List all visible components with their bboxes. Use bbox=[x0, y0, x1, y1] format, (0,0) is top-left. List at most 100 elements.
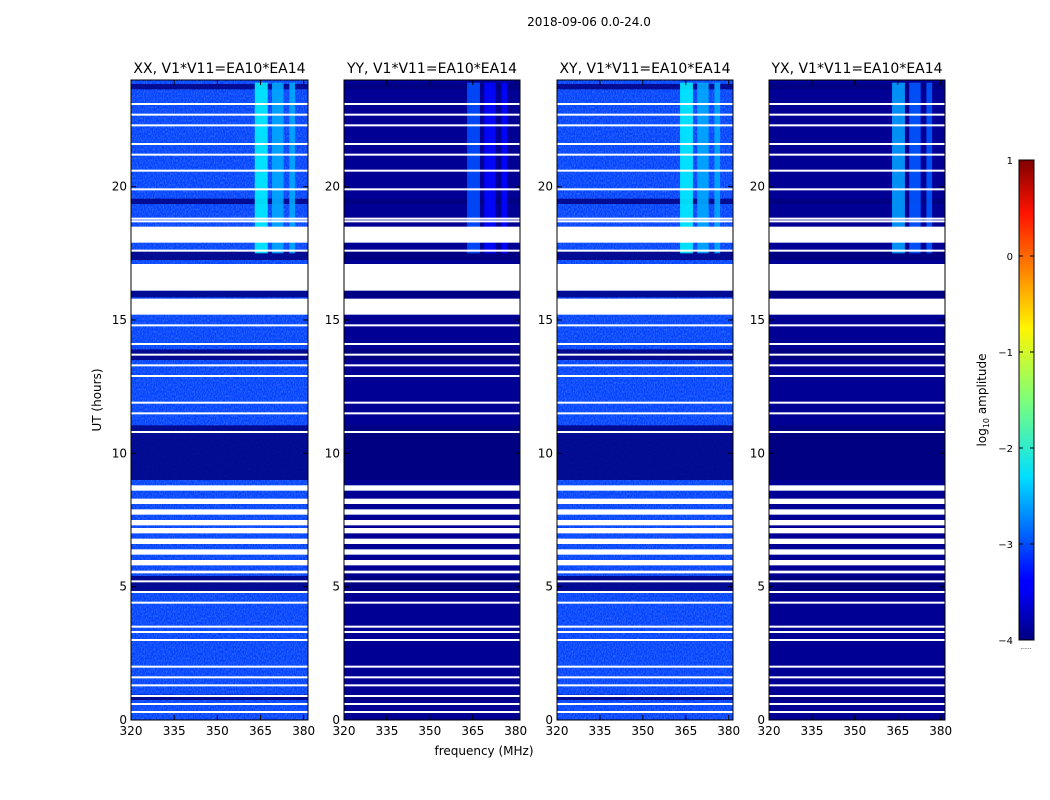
x-tick-label: 350 bbox=[843, 724, 866, 738]
low-amplitude-band bbox=[557, 576, 733, 592]
flagged-line bbox=[557, 375, 733, 377]
flagged-line bbox=[557, 143, 733, 145]
flagged-block bbox=[769, 520, 945, 526]
flagged-block bbox=[557, 498, 733, 504]
flagged-line bbox=[344, 431, 520, 433]
flagged-block bbox=[557, 509, 733, 515]
flagged-line bbox=[769, 124, 945, 127]
flagged-line bbox=[557, 601, 733, 604]
low-amplitude-band bbox=[344, 84, 520, 90]
flagged-line bbox=[557, 188, 733, 191]
low-amplitude-band bbox=[131, 425, 308, 480]
x-tick-label: 380 bbox=[504, 724, 527, 738]
flagged-line bbox=[769, 153, 945, 156]
flagged-line bbox=[131, 188, 308, 191]
y-tick-label: 5 bbox=[332, 580, 340, 594]
flagged-line bbox=[131, 580, 308, 583]
panel-yy: YY, V1*V11=EA10*EA14 320 335 350 365 380 0 5 10… bbox=[325, 61, 527, 738]
flagged-line bbox=[769, 220, 945, 223]
x-tick-label: 320 bbox=[333, 724, 356, 738]
flagged-line bbox=[344, 684, 520, 687]
flagged-line bbox=[131, 249, 308, 252]
heatmap-area bbox=[344, 80, 520, 720]
flagged-line bbox=[344, 695, 520, 697]
colorbar-tick-label: −1 bbox=[998, 348, 1013, 359]
flagged-block bbox=[344, 560, 520, 566]
flagged-line bbox=[131, 401, 308, 404]
flagged-block bbox=[769, 538, 945, 544]
flagged-block bbox=[344, 498, 520, 504]
x-axis-label: frequency (MHz) bbox=[434, 744, 533, 758]
x-tick-label: 335 bbox=[375, 724, 398, 738]
flagged-line bbox=[131, 303, 308, 305]
low-amplitude-band bbox=[769, 425, 945, 480]
low-amplitude-band bbox=[344, 425, 520, 480]
low-amplitude-band bbox=[131, 250, 308, 260]
flagged-line bbox=[557, 343, 733, 345]
x-tick-label: 365 bbox=[249, 724, 272, 738]
flagged-block bbox=[557, 226, 733, 243]
flagged-line bbox=[557, 324, 733, 327]
flagged-line bbox=[131, 113, 308, 116]
y-tick-label: 20 bbox=[538, 180, 553, 194]
flagged-block bbox=[557, 485, 733, 491]
y-tick-label: 10 bbox=[112, 446, 127, 460]
low-amplitude-band bbox=[131, 694, 308, 700]
y-tick-label: 20 bbox=[325, 180, 340, 194]
y-tick-label: 10 bbox=[538, 446, 553, 460]
flagged-block bbox=[557, 560, 733, 566]
low-amplitude-band bbox=[769, 290, 945, 298]
low-amplitude-band bbox=[769, 198, 945, 204]
x-tick-label: 335 bbox=[588, 724, 611, 738]
x-tick-label: 365 bbox=[886, 724, 909, 738]
colorbar-tick-label: 0 bbox=[1007, 252, 1013, 263]
flagged-line bbox=[131, 625, 308, 628]
flagged-line bbox=[344, 364, 520, 367]
flagged-line bbox=[557, 665, 733, 668]
low-amplitude-band bbox=[131, 576, 308, 592]
flagged-line bbox=[131, 124, 308, 127]
panel-xy: XY, V1*V11=EA10*EA14 320 335 350 365 380 0 5 10… bbox=[538, 61, 740, 738]
flagged-line bbox=[131, 153, 308, 156]
flagged-block bbox=[344, 520, 520, 526]
flagged-block bbox=[344, 298, 520, 315]
flagged-line bbox=[344, 676, 520, 679]
flagged-line bbox=[557, 711, 733, 713]
flagged-block bbox=[344, 264, 520, 291]
low-amplitude-band bbox=[344, 694, 520, 700]
flagged-line bbox=[769, 591, 945, 593]
y-tick-label: 0 bbox=[332, 713, 340, 727]
flagged-line bbox=[344, 249, 520, 252]
low-amplitude-band bbox=[557, 84, 733, 90]
flagged-block bbox=[344, 226, 520, 243]
flagged-line bbox=[769, 113, 945, 116]
flagged-line bbox=[344, 343, 520, 345]
low-amplitude-band bbox=[557, 694, 733, 700]
flagged-line bbox=[131, 631, 308, 633]
flagged-line bbox=[344, 412, 520, 415]
low-amplitude-band bbox=[557, 425, 733, 480]
flagged-line bbox=[769, 343, 945, 345]
flagged-line bbox=[344, 631, 520, 633]
flagged-line bbox=[769, 412, 945, 415]
low-amplitude-band bbox=[769, 694, 945, 700]
panel-title: XX, V1*V11=EA10*EA14 bbox=[133, 61, 305, 77]
y-tick-label: 5 bbox=[757, 580, 765, 594]
flagged-line bbox=[769, 303, 945, 305]
colorbar-gradient bbox=[1018, 159, 1035, 641]
flagged-line bbox=[769, 625, 945, 628]
flagged-block bbox=[769, 298, 945, 315]
low-amplitude-band bbox=[131, 198, 308, 204]
flagged-line bbox=[344, 103, 520, 105]
flagged-line bbox=[557, 401, 733, 404]
flagged-line bbox=[344, 665, 520, 668]
flagged-line bbox=[769, 676, 945, 679]
flagged-line bbox=[769, 711, 945, 713]
flagged-line bbox=[131, 639, 308, 641]
y-tick-label: 20 bbox=[750, 180, 765, 194]
axis-ticks: 320 335 350 365 380 0 5 10 15 20 bbox=[538, 80, 740, 738]
axis-ticks: 320 335 350 365 380 0 5 10 15 20 bbox=[750, 80, 952, 738]
colorbar-tick-label: 1 bbox=[1007, 156, 1013, 167]
flagged-line bbox=[131, 217, 308, 220]
